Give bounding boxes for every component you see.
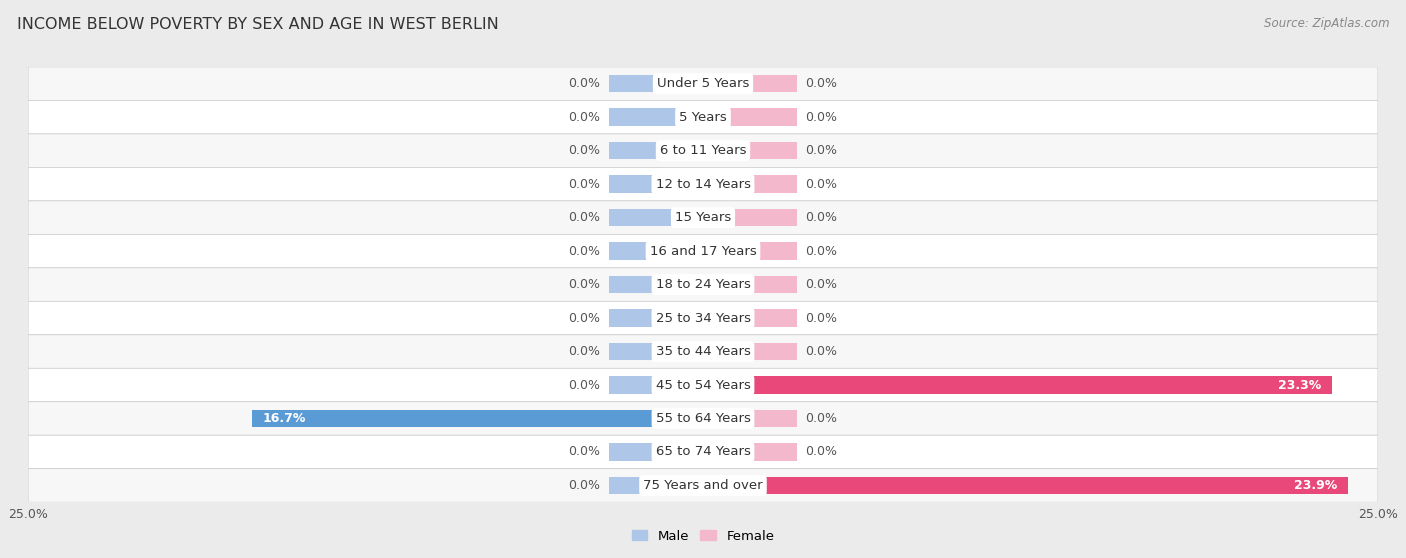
- Bar: [703, 242, 797, 260]
- Text: 0.0%: 0.0%: [568, 211, 600, 224]
- Text: 6 to 11 Years: 6 to 11 Years: [659, 144, 747, 157]
- Text: 45 to 54 Years: 45 to 54 Years: [655, 378, 751, 392]
- Text: 65 to 74 Years: 65 to 74 Years: [655, 445, 751, 459]
- Bar: [609, 376, 703, 394]
- Bar: [703, 276, 797, 294]
- Text: 0.0%: 0.0%: [806, 412, 838, 425]
- Text: 0.0%: 0.0%: [568, 479, 600, 492]
- FancyBboxPatch shape: [28, 201, 1378, 234]
- Bar: [703, 376, 1331, 394]
- Text: 0.0%: 0.0%: [568, 110, 600, 124]
- Bar: [703, 343, 797, 360]
- Text: 0.0%: 0.0%: [568, 445, 600, 459]
- Text: 0.0%: 0.0%: [568, 311, 600, 325]
- Text: 0.0%: 0.0%: [568, 278, 600, 291]
- Text: 55 to 64 Years: 55 to 64 Years: [655, 412, 751, 425]
- FancyBboxPatch shape: [28, 167, 1378, 201]
- FancyBboxPatch shape: [28, 435, 1378, 469]
- Text: 15 Years: 15 Years: [675, 211, 731, 224]
- Text: 0.0%: 0.0%: [806, 77, 838, 90]
- Text: 0.0%: 0.0%: [806, 311, 838, 325]
- Text: 23.9%: 23.9%: [1294, 479, 1337, 492]
- Text: 0.0%: 0.0%: [568, 77, 600, 90]
- FancyBboxPatch shape: [28, 335, 1378, 368]
- Text: Under 5 Years: Under 5 Years: [657, 77, 749, 90]
- Text: 16 and 17 Years: 16 and 17 Years: [650, 244, 756, 258]
- Text: 18 to 24 Years: 18 to 24 Years: [655, 278, 751, 291]
- Bar: [252, 410, 703, 427]
- Text: 0.0%: 0.0%: [806, 278, 838, 291]
- Bar: [703, 443, 797, 461]
- Text: 35 to 44 Years: 35 to 44 Years: [655, 345, 751, 358]
- FancyBboxPatch shape: [28, 469, 1378, 502]
- Text: 25 to 34 Years: 25 to 34 Years: [655, 311, 751, 325]
- Text: 0.0%: 0.0%: [806, 177, 838, 191]
- Bar: [609, 276, 703, 294]
- Bar: [609, 309, 703, 327]
- Text: 0.0%: 0.0%: [806, 211, 838, 224]
- Bar: [609, 108, 703, 126]
- Bar: [703, 477, 1348, 494]
- Text: 12 to 14 Years: 12 to 14 Years: [655, 177, 751, 191]
- Text: 0.0%: 0.0%: [806, 345, 838, 358]
- Bar: [609, 75, 703, 93]
- FancyBboxPatch shape: [28, 234, 1378, 268]
- Text: 0.0%: 0.0%: [568, 144, 600, 157]
- Text: 0.0%: 0.0%: [568, 378, 600, 392]
- Bar: [609, 175, 703, 193]
- Bar: [609, 209, 703, 227]
- Bar: [609, 443, 703, 461]
- Bar: [703, 175, 797, 193]
- Text: Source: ZipAtlas.com: Source: ZipAtlas.com: [1264, 17, 1389, 30]
- Text: 16.7%: 16.7%: [263, 412, 307, 425]
- Text: 0.0%: 0.0%: [806, 244, 838, 258]
- Bar: [609, 142, 703, 160]
- Text: 0.0%: 0.0%: [568, 177, 600, 191]
- FancyBboxPatch shape: [28, 402, 1378, 435]
- Bar: [703, 209, 797, 227]
- Legend: Male, Female: Male, Female: [626, 525, 780, 548]
- Text: INCOME BELOW POVERTY BY SEX AND AGE IN WEST BERLIN: INCOME BELOW POVERTY BY SEX AND AGE IN W…: [17, 17, 499, 32]
- Text: 5 Years: 5 Years: [679, 110, 727, 124]
- FancyBboxPatch shape: [28, 67, 1378, 100]
- Text: 23.3%: 23.3%: [1278, 378, 1322, 392]
- Bar: [703, 309, 797, 327]
- Text: 0.0%: 0.0%: [568, 244, 600, 258]
- Text: 0.0%: 0.0%: [806, 445, 838, 459]
- FancyBboxPatch shape: [28, 268, 1378, 301]
- FancyBboxPatch shape: [28, 134, 1378, 167]
- Bar: [703, 108, 797, 126]
- Bar: [609, 343, 703, 360]
- FancyBboxPatch shape: [28, 100, 1378, 134]
- FancyBboxPatch shape: [28, 368, 1378, 402]
- Bar: [703, 142, 797, 160]
- Text: 0.0%: 0.0%: [806, 144, 838, 157]
- Text: 0.0%: 0.0%: [568, 345, 600, 358]
- Bar: [609, 242, 703, 260]
- Text: 75 Years and over: 75 Years and over: [643, 479, 763, 492]
- Bar: [703, 410, 797, 427]
- Bar: [609, 477, 703, 494]
- FancyBboxPatch shape: [28, 301, 1378, 335]
- Bar: [703, 75, 797, 93]
- Text: 0.0%: 0.0%: [806, 110, 838, 124]
